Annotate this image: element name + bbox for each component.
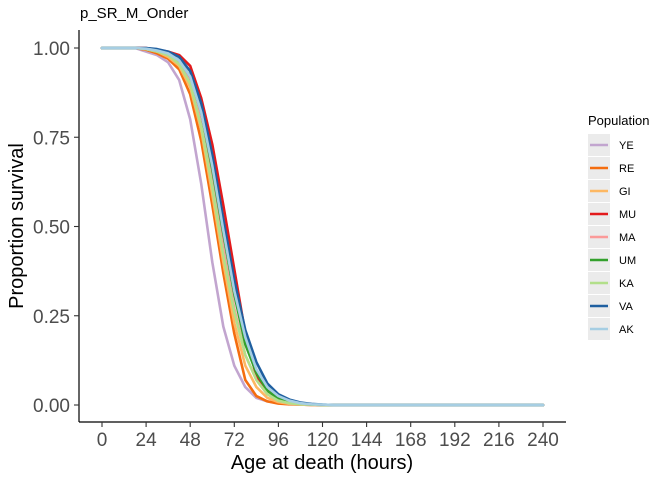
x-tick-label: 96 bbox=[268, 430, 289, 451]
series-line-ma bbox=[100, 46, 545, 407]
legend-label-va: VA bbox=[619, 301, 634, 313]
x-tick-label: 240 bbox=[527, 430, 559, 451]
y-tick-label: 0.75 bbox=[33, 128, 70, 149]
series-line-um bbox=[100, 46, 545, 407]
y-tick-label: 0.25 bbox=[33, 307, 70, 328]
legend-label-re: RE bbox=[619, 163, 634, 175]
legend-label-ka: KA bbox=[619, 278, 634, 290]
legend-label-um: UM bbox=[619, 255, 636, 267]
y-tick-label: 0.00 bbox=[33, 396, 70, 417]
legend: Population YE RE GI MU MA UM KA VA AK bbox=[588, 113, 649, 340]
chart-title: p_SR_M_Onder bbox=[80, 5, 188, 22]
legend-label-ye: YE bbox=[619, 140, 634, 152]
x-tick-label: 24 bbox=[136, 430, 158, 451]
plot-area bbox=[100, 46, 545, 407]
legend-label-ma: MA bbox=[619, 232, 636, 244]
x-tick-label: 216 bbox=[483, 430, 515, 451]
x-tick-label: 120 bbox=[307, 430, 339, 451]
x-tick-label: 144 bbox=[351, 430, 383, 451]
legend-label-gi: GI bbox=[619, 186, 631, 198]
legend-title: Population bbox=[588, 113, 649, 128]
x-tick-label: 48 bbox=[180, 430, 201, 451]
series-line-ak bbox=[100, 46, 545, 407]
x-axis-ticks: 0 24 48 72 96 120 144 168 192 216 240 bbox=[97, 422, 559, 451]
y-tick-label: 0.50 bbox=[33, 218, 70, 239]
series-line-ka bbox=[100, 46, 545, 407]
x-tick-label: 168 bbox=[395, 430, 427, 451]
series-line-ye bbox=[100, 46, 545, 407]
series-line-gi bbox=[100, 46, 545, 407]
series-line-mu bbox=[100, 46, 545, 407]
series-line-va bbox=[100, 46, 545, 407]
x-tick-label: 192 bbox=[439, 430, 471, 451]
legend-label-mu: MU bbox=[619, 209, 636, 221]
x-tick-label: 0 bbox=[97, 430, 108, 451]
y-axis-ticks: 0.00 0.25 0.50 0.75 1.00 bbox=[33, 39, 79, 417]
y-axis-title: Proportion survival bbox=[6, 143, 28, 309]
x-tick-label: 72 bbox=[224, 430, 245, 451]
y-tick-label: 1.00 bbox=[33, 39, 70, 60]
x-axis-title: Age at death (hours) bbox=[231, 452, 413, 474]
legend-label-ak: AK bbox=[619, 324, 634, 336]
series-line-re bbox=[100, 46, 545, 407]
